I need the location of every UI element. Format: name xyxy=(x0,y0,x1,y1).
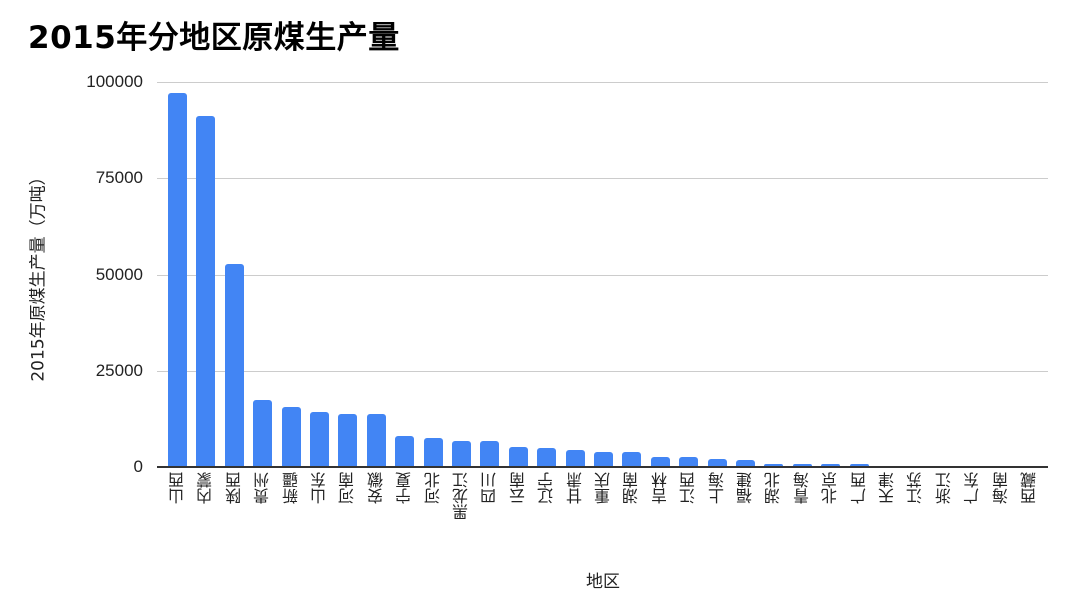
plot-area: 0 25000 50000 75000 100000 xyxy=(86,72,1048,476)
x-tick-label: 福建 xyxy=(736,472,755,504)
bar-辽宁[interactable] xyxy=(537,448,557,466)
x-tick-label: 陕西 xyxy=(224,472,244,504)
y-tick-label: 0 xyxy=(133,457,143,476)
x-tick-label: 江西 xyxy=(679,472,699,504)
bar-上海[interactable] xyxy=(707,458,727,466)
bar-江西[interactable] xyxy=(679,456,699,466)
gridline xyxy=(157,178,1048,180)
x-tick-label: 北京 xyxy=(821,472,841,504)
bar-湖北[interactable] xyxy=(764,463,784,466)
x-tick-label: 黑龙江 xyxy=(452,472,471,520)
x-axis-title: 地区 xyxy=(586,572,620,592)
x-tick-label: 甘肃 xyxy=(565,472,585,504)
x-tick-label: 四川 xyxy=(480,472,500,504)
bar-内蒙[interactable] xyxy=(196,115,216,466)
chart-title: 2015年分地区原煤生产量 xyxy=(28,20,400,56)
bar-贵州[interactable] xyxy=(253,400,273,466)
gridline xyxy=(157,274,1048,276)
x-tick-label: 广西 xyxy=(849,472,869,504)
bar-河北[interactable] xyxy=(423,437,443,466)
x-tick-label: 河南 xyxy=(338,472,358,504)
x-axis-labels: 山西 内蒙 陕西 贵州 新疆 山东 河南 安徽 宁夏 河北 黑龙江 四川 云南 辽宁 甘肃 重庆 湖南 吉林 江西上… xyxy=(157,472,1048,552)
bar-四川[interactable] xyxy=(480,441,500,466)
x-tick-label: 重庆 xyxy=(594,472,613,504)
bar-山东[interactable] xyxy=(310,412,329,466)
y-tick-label: 25000 xyxy=(95,360,143,380)
gridline xyxy=(157,82,1048,83)
bar-重庆[interactable] xyxy=(594,451,613,466)
y-axis-title: 2015年原煤生产量（万吨） xyxy=(28,168,49,382)
y-tick-label: 100000 xyxy=(86,72,143,91)
bar-新疆[interactable] xyxy=(281,407,301,466)
bar-云南[interactable] xyxy=(508,446,528,466)
bar-河南[interactable] xyxy=(338,413,358,466)
y-tick-label: 50000 xyxy=(95,264,143,284)
bar-北京[interactable] xyxy=(821,463,841,466)
x-tick-label: 江苏 xyxy=(906,472,926,504)
x-tick-label: 天津 xyxy=(878,472,897,504)
x-tick-label: 上海 xyxy=(707,472,727,504)
x-tick-label: 内蒙 xyxy=(196,472,216,504)
x-tick-label: 西藏 xyxy=(1020,472,1039,504)
x-tick-label: 海南 xyxy=(991,472,1011,504)
bar-甘肃[interactable] xyxy=(565,449,585,466)
x-tick-label: 贵州 xyxy=(253,472,273,504)
x-tick-label: 河北 xyxy=(423,472,443,504)
bar-吉林[interactable] xyxy=(650,456,670,466)
x-tick-label: 湖南 xyxy=(622,472,642,504)
x-axis-line xyxy=(157,466,1048,468)
bar-山西[interactable] xyxy=(168,93,187,466)
bar-广西[interactable] xyxy=(849,463,869,466)
x-tick-label: 广东 xyxy=(963,472,983,504)
bar-福建[interactable] xyxy=(736,460,755,466)
x-tick-label: 新疆 xyxy=(281,472,301,504)
x-tick-label: 山东 xyxy=(310,472,329,504)
x-tick-label: 云南 xyxy=(508,472,528,504)
bar-青海[interactable] xyxy=(792,463,812,466)
y-tick-label: 75000 xyxy=(95,168,143,188)
x-tick-label: 安徽 xyxy=(366,472,386,504)
x-tick-label: 宁夏 xyxy=(395,472,415,504)
bar-黑龙江[interactable] xyxy=(452,441,471,466)
bar-宁夏[interactable] xyxy=(395,436,415,466)
x-tick-label: 湖北 xyxy=(764,472,784,504)
bar-陕西[interactable] xyxy=(224,264,244,466)
x-tick-label: 吉林 xyxy=(650,472,670,504)
x-tick-label: 山西 xyxy=(168,472,187,504)
bar-安徽[interactable] xyxy=(366,414,386,466)
x-tick-label: 辽宁 xyxy=(537,472,557,504)
x-tick-label: 青海 xyxy=(792,472,812,504)
x-tick-label: 浙江 xyxy=(934,472,954,504)
bar-湖南[interactable] xyxy=(622,451,642,466)
gridline xyxy=(157,370,1048,372)
